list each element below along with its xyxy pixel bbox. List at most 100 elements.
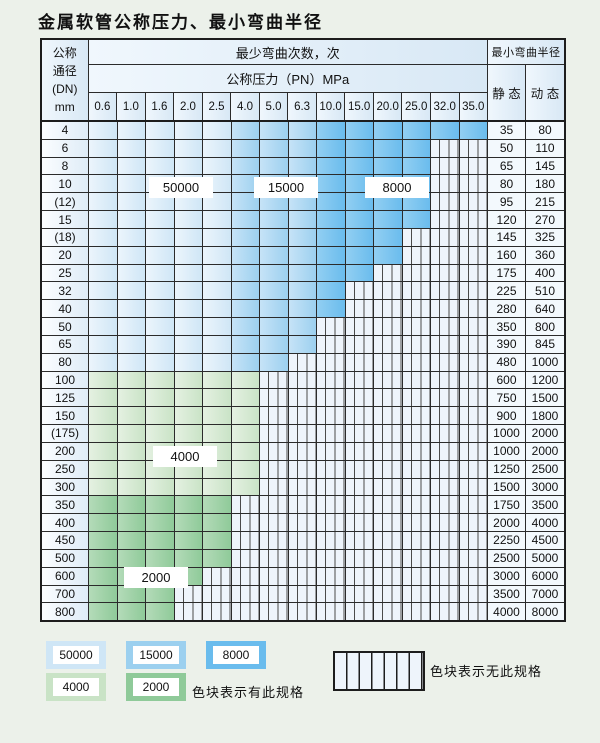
spec-cell [231, 318, 260, 335]
static-radius-value: 4000 [488, 603, 526, 621]
spec-cell [146, 157, 175, 175]
spec-cell [345, 228, 374, 246]
region-label-8000: 8000 [365, 177, 429, 198]
static-radius-value: 750 [488, 389, 526, 407]
spec-cell [317, 228, 346, 246]
no-spec-cell [345, 318, 374, 335]
no-spec-cell [288, 478, 317, 496]
spec-cell [231, 157, 260, 175]
static-dynamic-header-row: 静 态 动 态 [488, 65, 564, 120]
no-spec-cell [231, 549, 260, 567]
no-spec-cell [459, 460, 488, 478]
static-radius-value: 280 [488, 300, 526, 318]
no-spec-cell [431, 300, 460, 318]
spec-cell [146, 318, 175, 335]
spec-cell [89, 264, 118, 282]
spec-cell [89, 425, 118, 442]
no-spec-cell [374, 478, 403, 496]
spec-cell [117, 335, 146, 353]
spec-cell [317, 264, 346, 282]
spec-cell [203, 335, 232, 353]
no-spec-cell [431, 567, 460, 585]
spec-cell [288, 335, 317, 353]
table-row-dn-350: 350 1750 3500 [42, 496, 564, 515]
no-spec-cell [459, 389, 488, 407]
spec-cell [117, 282, 146, 300]
no-spec-cell [317, 371, 346, 389]
pressure-header-1.6: 1.6 [145, 93, 175, 120]
spec-cell [89, 157, 118, 175]
dn-label: (12) [42, 193, 89, 211]
spec-cell [117, 532, 146, 549]
spec-cell [203, 549, 232, 567]
spec-cell [89, 193, 118, 211]
static-radius-value: 1000 [488, 425, 526, 442]
dynamic-radius-value: 4500 [526, 532, 564, 549]
corner-line: 通径 [52, 64, 77, 78]
table-row-dn-800: 800 4000 8000 [42, 603, 564, 621]
bend-cycles-header-block: 最少弯曲次数，次 公称压力（PN）MPa 0.6 1.0 1.6 2.0 2.5 4.0 5… [88, 40, 488, 120]
spec-cell [146, 514, 175, 532]
dn-label: 65 [42, 335, 89, 353]
no-spec-cell [174, 603, 203, 621]
no-spec-cell [431, 282, 460, 300]
table-row-dn-6: 6 50 110 [42, 139, 564, 158]
spec-cell [89, 514, 118, 532]
region-label-50000: 50000 [149, 177, 213, 198]
spec-cell [89, 460, 118, 478]
no-spec-cell [431, 211, 460, 228]
spec-cell [203, 157, 232, 175]
no-spec-cell [459, 425, 488, 442]
no-spec-cell [459, 549, 488, 567]
static-radius-value: 225 [488, 282, 526, 300]
spec-cell [117, 407, 146, 425]
spec-cell [402, 211, 431, 228]
dn-label: 15 [42, 211, 89, 228]
spec-cell [260, 157, 289, 175]
no-spec-cell [374, 567, 403, 585]
region-label-15000: 15000 [254, 177, 318, 198]
spec-cell [117, 514, 146, 532]
no-spec-cell [288, 532, 317, 549]
pressure-radius-table: 公称 通径 (DN) mm 最少弯曲次数，次 公称压力（PN）MPa 0.6 1.… [40, 38, 566, 622]
table-row-dn-15: 15 120 270 [42, 211, 564, 229]
no-spec-cell [431, 371, 460, 389]
spec-cell [174, 122, 203, 139]
corner-header-dn: 公称 通径 (DN) mm [42, 40, 89, 120]
no-spec-cell [431, 175, 460, 193]
dn-label: 50 [42, 318, 89, 335]
spec-cell [117, 300, 146, 318]
spec-cell [288, 264, 317, 282]
spec-cell [260, 264, 289, 282]
dn-label: 4 [42, 122, 89, 139]
spec-cell [146, 211, 175, 228]
legend-swatch-value: 15000 [133, 646, 179, 664]
no-spec-cell [203, 603, 232, 621]
no-spec-cell [459, 603, 488, 621]
spec-cell [89, 371, 118, 389]
spec-cell [117, 478, 146, 496]
dynamic-radius-value: 5000 [526, 549, 564, 567]
spec-cell [317, 211, 346, 228]
spec-cell [146, 264, 175, 282]
spec-cell [260, 246, 289, 264]
no-spec-cell [402, 318, 431, 335]
spec-cell [146, 496, 175, 514]
spec-cell [146, 603, 175, 621]
dynamic-radius-value: 1500 [526, 389, 564, 407]
spec-cell [260, 282, 289, 300]
no-spec-cell [260, 442, 289, 460]
region-label-4000: 4000 [153, 446, 217, 467]
dynamic-radius-value: 180 [526, 175, 564, 193]
spec-cell [203, 407, 232, 425]
spec-cell [231, 407, 260, 425]
spec-cell [345, 139, 374, 157]
spec-cell [374, 246, 403, 264]
spec-cell [89, 478, 118, 496]
spec-cell [231, 442, 260, 460]
spec-cell [260, 211, 289, 228]
corner-line: (DN) [52, 82, 78, 96]
no-spec-cell [402, 478, 431, 496]
no-spec-cell [203, 567, 232, 585]
